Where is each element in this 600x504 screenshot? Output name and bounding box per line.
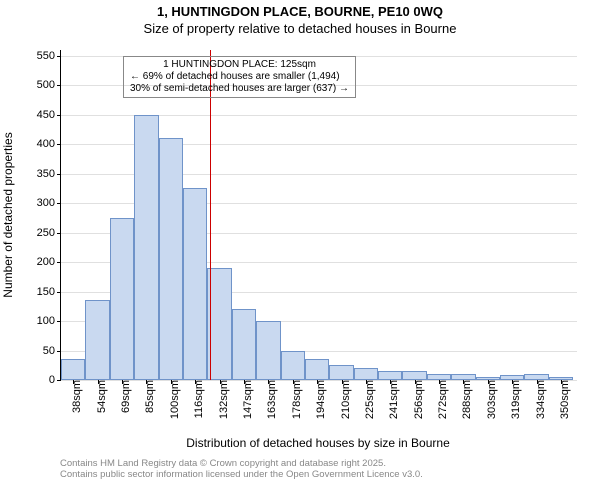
- y-axis-label: Number of detached properties: [1, 132, 15, 297]
- xtick-label: 319sqm: [508, 380, 522, 419]
- xtick-label: 38sqm: [69, 380, 83, 413]
- histogram-bar: [183, 188, 207, 380]
- histogram-bar: [232, 309, 256, 380]
- ytick-label: 550: [37, 50, 61, 62]
- histogram-bar: [354, 368, 378, 380]
- ytick-label: 500: [37, 79, 61, 91]
- ytick-label: 150: [37, 286, 61, 298]
- xtick-label: 303sqm: [484, 380, 498, 419]
- xtick-label: 116sqm: [191, 380, 205, 418]
- chart-title-line1: 1, HUNTINGDON PLACE, BOURNE, PE10 0WQ: [0, 4, 600, 19]
- ytick-label: 300: [37, 197, 61, 209]
- ytick-label: 450: [37, 109, 61, 121]
- annotation-line1: 1 HUNTINGDON PLACE: 125sqm: [130, 59, 349, 71]
- histogram-bar: [402, 371, 426, 380]
- ytick-label: 400: [37, 138, 61, 150]
- xtick-label: 100sqm: [167, 380, 181, 419]
- xtick-label: 85sqm: [142, 380, 156, 413]
- chart-container: 1, HUNTINGDON PLACE, BOURNE, PE10 0WQ Si…: [0, 4, 600, 504]
- ytick-label: 100: [37, 315, 61, 327]
- credit-line1: Contains HM Land Registry data © Crown c…: [60, 458, 423, 469]
- histogram-bar: [329, 365, 353, 380]
- xtick-label: 241sqm: [386, 380, 400, 419]
- xtick-label: 272sqm: [435, 380, 449, 419]
- credit-line2: Contains public sector information licen…: [60, 469, 423, 480]
- annotation-line3: 30% of semi-detached houses are larger (…: [130, 83, 349, 95]
- chart-title-line2: Size of property relative to detached ho…: [0, 21, 600, 36]
- xtick-label: 54sqm: [94, 380, 108, 413]
- xtick-label: 132sqm: [216, 380, 230, 419]
- annotation-line2: ← 69% of detached houses are smaller (1,…: [130, 71, 349, 83]
- histogram-bar: [207, 268, 231, 380]
- xtick-label: 288sqm: [459, 380, 473, 419]
- histogram-bar: [305, 359, 329, 380]
- histogram-bar: [256, 321, 280, 380]
- xtick-label: 256sqm: [411, 380, 425, 419]
- histogram-bar: [61, 359, 85, 380]
- xtick-label: 178sqm: [289, 380, 303, 419]
- xtick-label: 210sqm: [338, 380, 352, 419]
- ytick-label: 50: [43, 345, 61, 357]
- xtick-label: 69sqm: [118, 380, 132, 413]
- annotation-box: 1 HUNTINGDON PLACE: 125sqm← 69% of detac…: [123, 56, 356, 98]
- histogram-bar: [110, 218, 134, 380]
- ytick-label: 250: [37, 227, 61, 239]
- plot-area: 05010015020025030035040045050055038sqm54…: [60, 50, 577, 381]
- xtick-label: 194sqm: [313, 380, 327, 419]
- ytick-label: 350: [37, 168, 61, 180]
- xtick-label: 350sqm: [557, 380, 571, 419]
- ytick-label: 0: [49, 374, 61, 386]
- histogram-bar: [85, 300, 109, 380]
- xtick-label: 334sqm: [533, 380, 547, 419]
- histogram-bar: [134, 115, 158, 380]
- xtick-label: 225sqm: [362, 380, 376, 419]
- histogram-bar: [281, 351, 305, 380]
- xtick-label: 147sqm: [240, 380, 254, 419]
- x-axis-label: Distribution of detached houses by size …: [60, 436, 576, 450]
- credit-text: Contains HM Land Registry data © Crown c…: [60, 458, 423, 481]
- reference-line: [210, 50, 211, 380]
- ytick-label: 200: [37, 256, 61, 268]
- xtick-label: 163sqm: [264, 380, 278, 419]
- histogram-bar: [378, 371, 402, 380]
- histogram-bar: [159, 138, 183, 380]
